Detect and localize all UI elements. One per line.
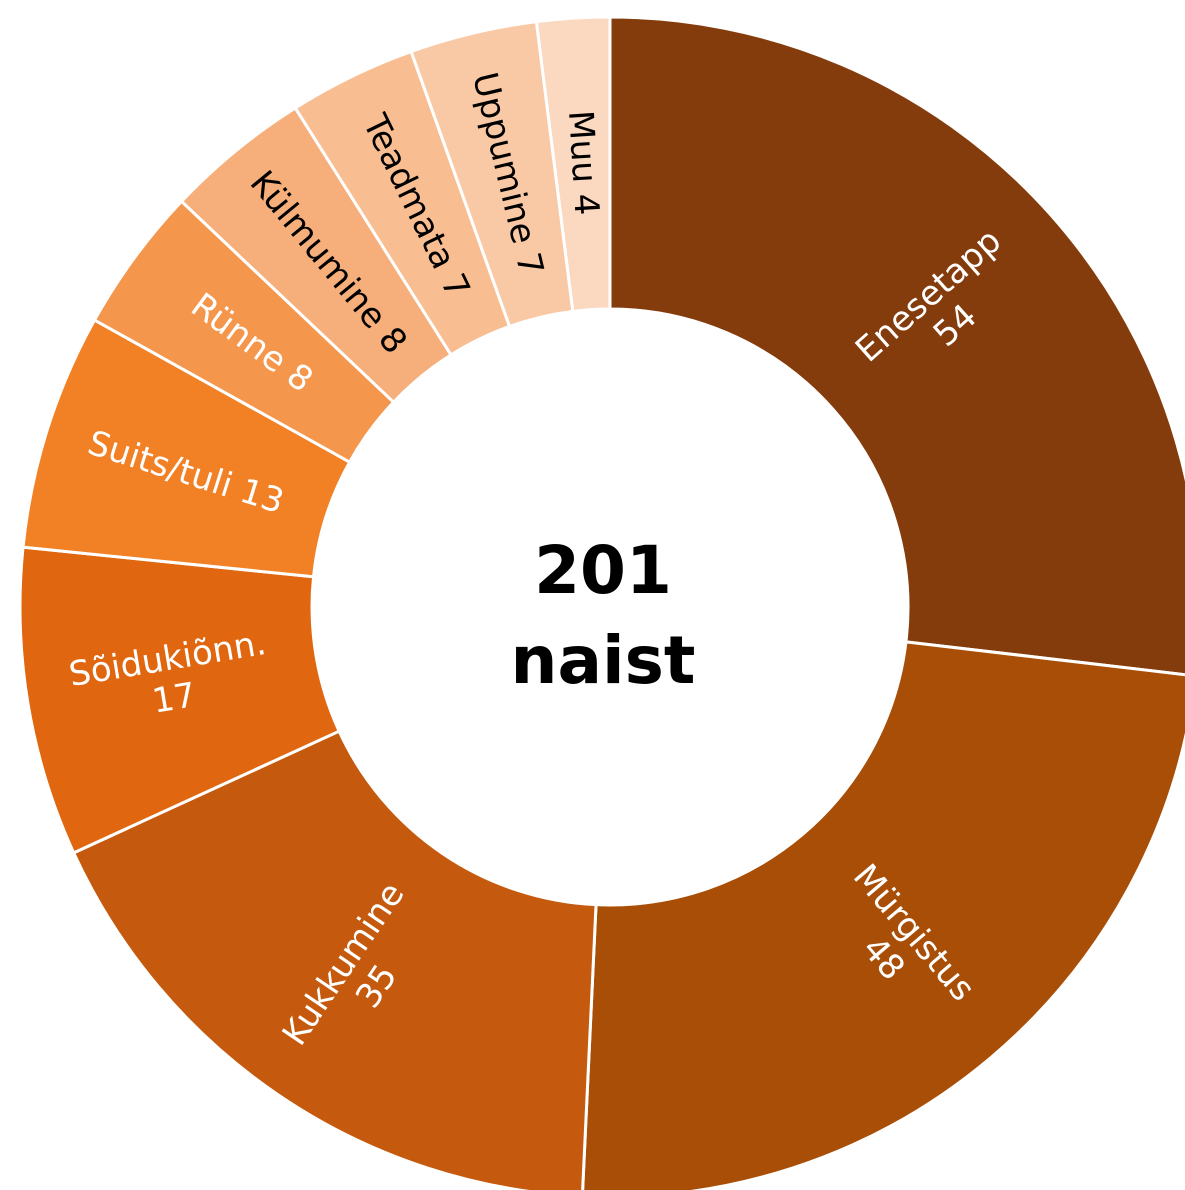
- segment-label: Muu 4: [560, 109, 606, 216]
- donut-segment: [581, 640, 1185, 1190]
- center-label: 201: [534, 532, 672, 609]
- category-label: Muu: [560, 109, 604, 184]
- value-label: 17: [149, 675, 198, 722]
- center-label: naist: [511, 622, 696, 699]
- donut-segment: [534, 15, 612, 314]
- donut-segment: [608, 15, 1185, 677]
- label-text: Muu 4: [560, 109, 606, 216]
- value-label: 4: [566, 192, 607, 216]
- donut-segment: [71, 729, 598, 1190]
